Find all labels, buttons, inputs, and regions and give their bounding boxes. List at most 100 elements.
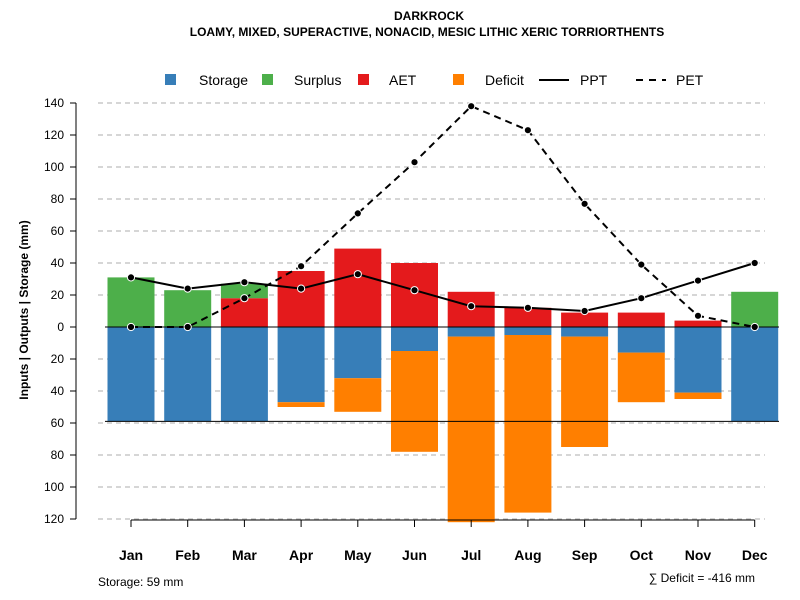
bar-storage-sep [561, 327, 609, 337]
chart-title: DARKROCK [394, 9, 464, 23]
bar-deficit-aug [504, 335, 552, 513]
y-tick-label: 100 [44, 480, 64, 494]
bar-storage-feb [164, 327, 212, 422]
bar-storage-jan [107, 327, 155, 422]
bar-aet-sep [561, 312, 609, 327]
bar-deficit-sep [561, 336, 609, 447]
bar-storage-dec [731, 327, 779, 422]
ppt-point-mar [240, 278, 249, 287]
bar-deficit-may [334, 378, 382, 412]
bar-storage-mar [220, 327, 268, 422]
legend-item-surplus: Surplus [262, 72, 341, 88]
storage-note: Storage: 59 mm [98, 575, 183, 589]
pet-point-may [353, 209, 362, 218]
ppt-point-dec [750, 258, 759, 268]
bar-deficit-oct [617, 352, 665, 403]
bars [107, 248, 779, 523]
bar-surplus-jan [107, 277, 155, 327]
x-tick-label-sep: Sep [572, 547, 598, 563]
pet-point-jan [126, 322, 136, 332]
y-tick-label: 60 [51, 416, 65, 430]
pet-point-dec [750, 322, 759, 332]
y-tick-label: 120 [44, 128, 64, 142]
legend-swatch-aet [358, 74, 369, 85]
legend-item-storage: Storage [165, 72, 248, 88]
legend-item-deficit: Deficit [453, 72, 524, 88]
pet-point-sep [580, 199, 589, 208]
ppt-point-oct [637, 294, 646, 303]
x-tick-label-jan: Jan [119, 547, 143, 563]
y-tick-label: 60 [51, 224, 65, 238]
x-tick-label-aug: Aug [514, 547, 541, 563]
bar-aet-mar [220, 298, 268, 327]
y-tick-label: 120 [44, 512, 64, 526]
pet-point-jun [410, 158, 419, 167]
y-tick-label: 20 [51, 288, 65, 302]
bar-storage-jun [391, 327, 438, 351]
bar-storage-aug [504, 327, 552, 335]
legend-item-pet: PET [636, 72, 704, 88]
bar-storage-jul [447, 327, 495, 337]
bar-aet-aug [504, 307, 552, 327]
bar-deficit-apr [277, 402, 325, 407]
pet-point-nov [693, 311, 703, 320]
x-tick-label-mar: Mar [232, 547, 257, 563]
legend: Storage Surplus AET Deficit PPT PET [165, 72, 704, 88]
x-tick-label-may: May [344, 547, 371, 563]
legend-item-aet: AET [358, 72, 417, 88]
x-tick-label-apr: Apr [289, 547, 314, 563]
chart-subtitle: LOAMY, MIXED, SUPERACTIVE, NONACID, MESI… [190, 25, 664, 39]
bar-storage-oct [617, 327, 665, 353]
y-axis-label: Inputs | Outputs | Storage (mm) [17, 220, 31, 399]
bar-deficit-jul [447, 336, 495, 523]
ppt-point-jan [126, 273, 136, 282]
legend-swatch-surplus [262, 74, 273, 85]
legend-label-ppt: PPT [580, 72, 608, 88]
x-tick-label-nov: Nov [685, 547, 712, 563]
pet-line [131, 105, 755, 328]
bar-aet-apr [277, 271, 325, 327]
bar-aet-nov [674, 320, 722, 327]
legend-swatch-deficit [453, 74, 464, 85]
ppt-point-apr [297, 284, 306, 293]
x-tick-label-oct: Oct [630, 547, 654, 563]
y-tick-label: 0 [57, 320, 64, 334]
ppt-point-nov [693, 276, 703, 285]
bar-storage-nov [674, 327, 722, 393]
ppt-point-jun [410, 286, 419, 295]
y-tick-label: 20 [51, 352, 65, 366]
bar-aet-oct [617, 312, 665, 327]
y-tick-label: 100 [44, 160, 64, 174]
x-tick-label-dec: Dec [742, 547, 768, 563]
legend-swatch-storage [165, 74, 176, 85]
legend-label-pet: PET [676, 72, 704, 88]
bar-aet-may [334, 248, 382, 327]
ppt-point-feb [183, 284, 192, 293]
y-tick-label: 40 [51, 256, 65, 270]
ppt-point-may [353, 270, 362, 279]
legend-item-ppt: PPT [539, 72, 608, 88]
legend-label-surplus: Surplus [294, 72, 341, 88]
pet-point-apr [297, 262, 306, 271]
y-tick-label: 140 [44, 96, 64, 110]
y-tick-label: 80 [51, 192, 65, 206]
legend-label-storage: Storage [199, 72, 248, 88]
y-tick-label: 80 [51, 448, 65, 462]
pet-point-feb [183, 322, 192, 332]
x-tick-label-feb: Feb [175, 547, 200, 563]
ppt-line [130, 262, 755, 313]
legend-label-aet: AET [389, 72, 417, 88]
y-tick-label: 40 [51, 384, 65, 398]
bar-storage-may [334, 327, 382, 379]
ppt-point-jul [467, 302, 476, 311]
legend-label-deficit: Deficit [485, 72, 524, 88]
ppt-point-sep [580, 306, 589, 316]
pet-point-mar [240, 294, 249, 303]
bar-surplus-dec [731, 291, 779, 327]
bar-deficit-jun [391, 351, 438, 452]
series-lines [105, 102, 779, 422]
ppt-point-aug [523, 303, 533, 312]
bar-deficit-nov [674, 392, 722, 399]
bar-storage-apr [277, 327, 325, 403]
